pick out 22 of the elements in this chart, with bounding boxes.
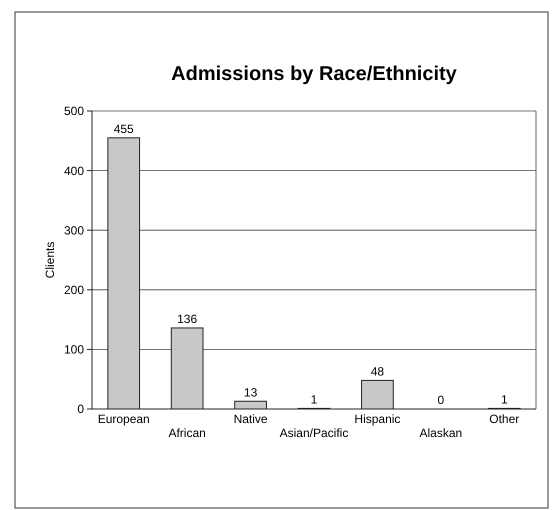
y-tick-label: 100 — [64, 342, 84, 357]
data-label: 1 — [500, 392, 508, 406]
data-label: 1 — [310, 392, 318, 406]
x-tick-label: Other — [489, 412, 520, 426]
x-tick-label: Asian/Pacific — [280, 426, 348, 440]
data-label: 136 — [177, 312, 198, 326]
data-label: 48 — [370, 364, 384, 378]
y-tick-label: 200 — [64, 283, 84, 297]
x-tick-label: Native — [234, 412, 268, 426]
data-label: 0 — [438, 393, 445, 407]
y-tick-label: 400 — [64, 164, 84, 178]
y-axis-title: Clients — [43, 242, 57, 278]
y-tick-label: 500 — [64, 104, 84, 118]
data-label: 455 — [114, 122, 134, 136]
chart-title: Admissions by Race/Ethnicity — [171, 63, 458, 85]
y-tick-label: 0 — [77, 402, 84, 416]
y-tick-label: 300 — [64, 223, 84, 238]
x-tick-label: African — [168, 426, 206, 440]
x-tick-label: European — [98, 412, 150, 426]
data-label: 13 — [244, 385, 258, 400]
x-tick-label: Alaskan — [420, 426, 462, 440]
x-tick-label: Hispanic — [354, 412, 400, 426]
